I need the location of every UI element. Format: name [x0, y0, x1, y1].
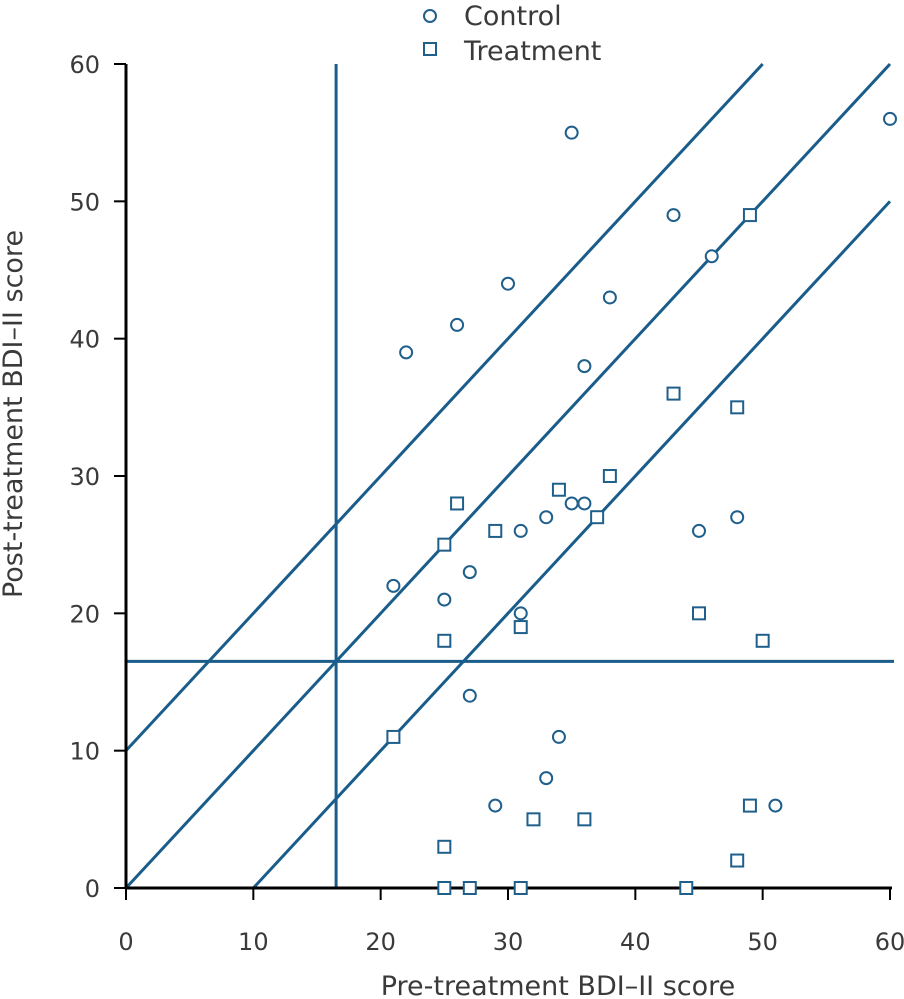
y-tick-label: 40 [69, 326, 100, 354]
treatment-point [602, 469, 617, 483]
treatment-point [590, 510, 605, 525]
treatment-point [730, 853, 745, 868]
control-point [513, 523, 528, 538]
legend-label-treatment: Treatment [463, 36, 601, 67]
treatment-point [437, 537, 452, 552]
treatment-point [386, 729, 401, 744]
control-point [501, 276, 515, 291]
x-tick-label: 40 [620, 928, 651, 956]
control-point [602, 290, 617, 305]
treatment-point [742, 208, 757, 223]
treatment-point [679, 881, 694, 895]
treatment-point [462, 881, 477, 895]
reference-line-diagonal [124, 62, 764, 752]
reference-line-diagonal [252, 200, 892, 890]
treatment-point [551, 482, 566, 497]
x-tick-label: 20 [365, 928, 396, 956]
control-point [666, 208, 681, 223]
x-tick-label: 10 [238, 928, 269, 956]
control-point [386, 578, 401, 593]
y-tick-label: 20 [69, 600, 100, 628]
treatment-point [755, 633, 770, 648]
treatment-point [577, 812, 592, 827]
treatment-point [437, 881, 452, 895]
legend-label-control: Control [464, 1, 562, 32]
treatment-point [692, 606, 706, 621]
control-point [768, 798, 783, 813]
control-point [577, 359, 592, 374]
control-point [692, 523, 706, 538]
legend-marker-treatment [423, 42, 437, 56]
x-tick-label: 50 [747, 928, 778, 956]
treatment-point [450, 496, 465, 511]
x-tick-label: 0 [118, 928, 133, 956]
x-axis-title: Pre-treatment BDI–II score [381, 971, 736, 999]
treatment-point [488, 523, 503, 538]
treatment-point [513, 881, 528, 895]
control-point [450, 317, 465, 332]
legend-marker-control [423, 9, 437, 23]
control-point [730, 510, 745, 525]
y-tick-label: 10 [69, 738, 100, 766]
control-point [399, 345, 414, 360]
treatment-point [437, 633, 452, 648]
control-point [437, 592, 452, 607]
treatment-point [730, 400, 745, 415]
control-point [513, 606, 528, 621]
treatment-point [666, 386, 681, 401]
control-point [539, 510, 554, 525]
axes: 0 10 20 30 40 50 60 0 10 20 30 40 50 60 [69, 51, 904, 956]
reference-line-diagonal [124, 62, 892, 890]
control-point [462, 565, 477, 580]
control-point [564, 496, 579, 511]
y-tick-label: 50 [69, 188, 100, 216]
data-points [386, 111, 897, 895]
y-axis-title: Post-treatment BDI–II score [0, 230, 29, 598]
reference-lines [124, 62, 894, 890]
control-point [488, 798, 503, 813]
control-point [577, 496, 592, 511]
treatment-point [513, 620, 528, 635]
control-point [551, 729, 566, 744]
control-point [883, 111, 897, 126]
x-tick-label: 60 [875, 928, 904, 956]
treatment-point [742, 798, 757, 813]
control-point [704, 249, 719, 264]
treatment-point [437, 839, 452, 854]
control-point [564, 125, 579, 140]
control-point [539, 771, 554, 786]
treatment-point [526, 812, 541, 827]
legend: Control Treatment [423, 1, 601, 67]
x-tick-label: 30 [493, 928, 524, 956]
y-tick-label: 60 [69, 51, 100, 79]
control-point [462, 688, 477, 703]
y-tick-label: 0 [85, 875, 100, 903]
y-tick-label: 30 [69, 463, 100, 491]
